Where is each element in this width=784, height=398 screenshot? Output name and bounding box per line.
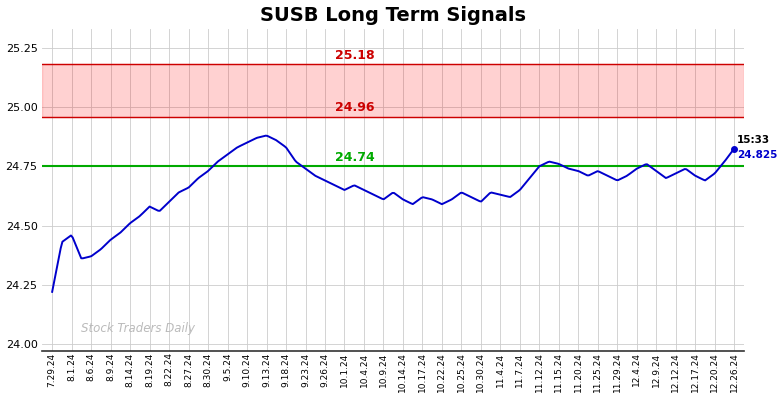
Text: 15:33: 15:33 bbox=[737, 135, 771, 145]
Text: 24.74: 24.74 bbox=[335, 151, 375, 164]
Text: 25.18: 25.18 bbox=[335, 49, 374, 62]
Text: 24.96: 24.96 bbox=[335, 101, 374, 114]
Title: SUSB Long Term Signals: SUSB Long Term Signals bbox=[260, 6, 526, 25]
Text: Stock Traders Daily: Stock Traders Daily bbox=[81, 322, 195, 335]
Text: 24.825: 24.825 bbox=[737, 150, 778, 160]
Bar bbox=[42, 64, 744, 117]
